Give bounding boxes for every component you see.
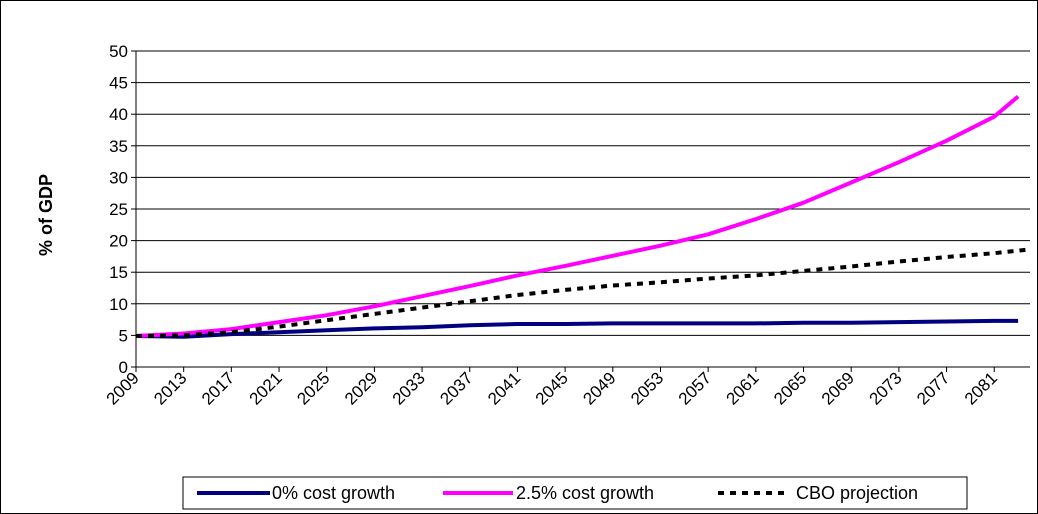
y-tick-label: 45: [109, 74, 128, 93]
y-tick-label: 15: [109, 263, 128, 282]
legend: 0% cost growth 2.5% cost growth CBO projec…: [182, 476, 968, 510]
y-tick-label: 10: [109, 295, 128, 314]
y-tick-label: 25: [109, 200, 128, 219]
series-line-2: [135, 94, 1020, 338]
y-tick-label: 5: [119, 326, 128, 345]
y-tick-label: 50: [109, 42, 128, 61]
legend-label-2: 2.5% cost growth: [516, 483, 654, 503]
series-line-1: [135, 318, 1019, 339]
y-tick-label: 20: [109, 232, 128, 251]
axes: [135, 51, 1030, 368]
y-tick-label: 35: [109, 137, 128, 156]
y-axis-tick-labels: 0 5 10 15 20 25 30 35 40 45 50: [109, 42, 128, 377]
series-line-3: [135, 247, 1031, 338]
y-tick-label: 30: [109, 168, 128, 187]
gridlines: [131, 50, 1030, 368]
y-axis-title: % of GDP: [36, 174, 56, 256]
legend-label-1: 0% cost growth: [272, 483, 395, 503]
y-tick-label: 40: [109, 105, 128, 124]
y-tick-label: 0: [119, 358, 128, 377]
legend-label-3: CBO projection: [796, 483, 918, 503]
series-layer: [135, 94, 1031, 339]
legend-box: [182, 476, 968, 510]
